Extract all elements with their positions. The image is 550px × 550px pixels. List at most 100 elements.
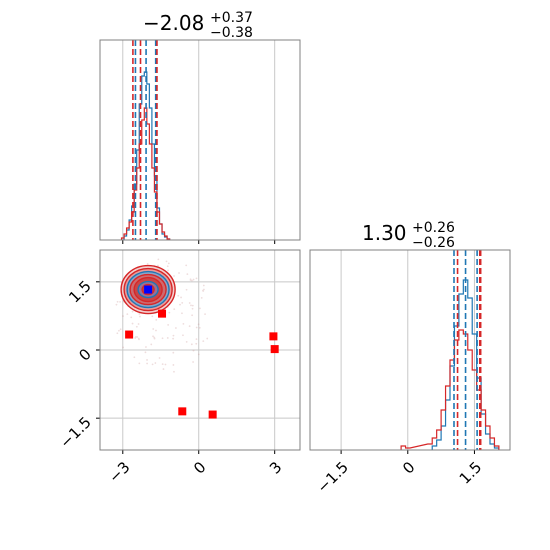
sample-point xyxy=(146,262,149,265)
title-top-left: −2.08 +0.37 −0.38 xyxy=(143,10,253,41)
sample-point xyxy=(180,296,182,299)
sample-point xyxy=(173,275,175,277)
x-tick-label: −3 xyxy=(105,458,133,486)
sample-point xyxy=(130,316,133,319)
sample-point xyxy=(197,353,200,356)
sample-point xyxy=(155,319,158,321)
sample-point xyxy=(166,265,169,268)
sample-point xyxy=(137,323,140,325)
sample-point xyxy=(166,337,169,339)
y-tick-label: −1.5 xyxy=(56,413,94,451)
y-tick-label: 0 xyxy=(75,345,94,364)
truth-marker-red xyxy=(208,410,217,419)
title-value: −2.08 xyxy=(143,11,204,35)
sample-point xyxy=(185,340,188,343)
truth-marker-red xyxy=(158,309,167,318)
truth-marker-red xyxy=(270,345,279,354)
x-tick-label: 3 xyxy=(266,458,285,477)
sample-point xyxy=(138,362,141,365)
sample-point xyxy=(188,325,191,328)
sample-point xyxy=(172,337,175,340)
sample-point xyxy=(161,337,164,340)
truth-marker-blue xyxy=(144,285,153,294)
sample-point xyxy=(162,368,165,370)
sample-point xyxy=(133,356,136,359)
sample-point xyxy=(126,313,129,316)
sample-point xyxy=(191,304,194,307)
sample-point xyxy=(134,337,137,339)
sample-point xyxy=(185,288,188,291)
sample-point xyxy=(177,294,180,297)
sample-point xyxy=(167,262,170,265)
sample-point xyxy=(118,329,120,332)
sample-point xyxy=(186,273,189,276)
title-minus: −0.26 xyxy=(412,235,455,251)
sample-point xyxy=(150,343,153,346)
sample-point xyxy=(178,272,180,274)
sample-point xyxy=(146,362,149,365)
sample-point xyxy=(135,325,138,328)
sample-point xyxy=(165,260,168,263)
sample-point xyxy=(188,302,191,304)
sample-point xyxy=(153,337,156,340)
sample-point xyxy=(181,301,184,304)
sample-point xyxy=(152,335,154,338)
sample-point xyxy=(191,307,194,310)
sample-point xyxy=(206,337,209,340)
sample-point xyxy=(154,362,157,364)
sample-point xyxy=(155,329,157,332)
scatter-panel-bottom-left: −3 0 3 −1.5 0 1.5 xyxy=(56,249,301,486)
sample-point xyxy=(189,279,192,282)
sample-point xyxy=(146,359,148,361)
panel-frame xyxy=(99,39,301,241)
sample-point xyxy=(164,363,167,366)
sample-point xyxy=(136,336,139,338)
sample-point xyxy=(172,351,175,354)
sample-point xyxy=(161,363,164,365)
sample-point xyxy=(175,327,177,329)
sample-point xyxy=(202,290,205,292)
histogram-red-series xyxy=(400,329,500,450)
sample-point xyxy=(185,264,188,267)
sample-point xyxy=(204,313,206,315)
sample-point xyxy=(195,342,198,345)
sample-point xyxy=(167,324,170,326)
title-bottom-right: 1.30 +0.26 −0.26 xyxy=(362,220,455,251)
sample-point xyxy=(119,328,122,331)
sample-point xyxy=(115,303,118,306)
sample-point xyxy=(119,300,121,303)
sample-point xyxy=(116,332,119,335)
panel-frame xyxy=(99,249,301,451)
sample-point xyxy=(202,289,204,292)
sample-point xyxy=(138,338,140,341)
title-value: 1.30 xyxy=(362,221,407,245)
sample-point xyxy=(172,364,175,366)
sample-point xyxy=(173,370,175,373)
sample-point xyxy=(203,288,205,291)
sample-point xyxy=(192,361,194,363)
sample-point xyxy=(152,328,155,330)
truth-marker-red xyxy=(269,332,278,341)
sample-point xyxy=(182,322,185,325)
x-tick-label: 0 xyxy=(399,458,418,477)
sample-point xyxy=(192,349,195,352)
sample-point xyxy=(190,304,192,307)
title-plus: +0.37 xyxy=(210,10,253,26)
sample-point xyxy=(131,322,134,325)
sample-point xyxy=(189,278,192,281)
sample-point xyxy=(173,308,176,311)
sample-point xyxy=(139,315,141,318)
y-tick-label: 1.5 xyxy=(65,277,95,307)
sample-point xyxy=(131,310,134,313)
sample-point xyxy=(191,279,193,282)
sample-point xyxy=(192,278,195,281)
sample-point xyxy=(153,336,156,339)
x-tick-label: 1.5 xyxy=(456,458,486,488)
sample-point xyxy=(197,323,200,326)
sample-point xyxy=(195,326,198,329)
sample-point xyxy=(168,311,171,314)
histogram-panel-bottom-right: −1.5 0 1.5 xyxy=(309,249,511,497)
sample-point xyxy=(151,363,154,366)
truth-marker-red xyxy=(178,407,187,416)
